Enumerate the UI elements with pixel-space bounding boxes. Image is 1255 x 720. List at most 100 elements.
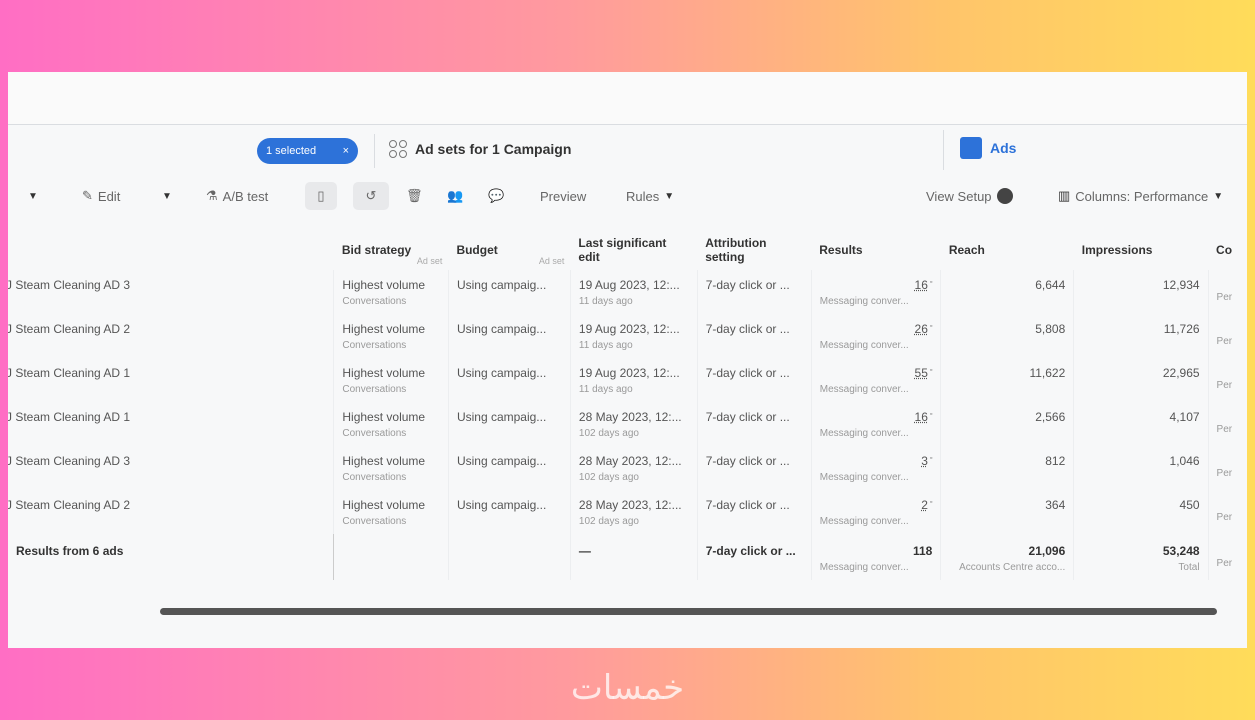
caret-down-icon: ▼ bbox=[162, 190, 172, 202]
ab-test-button[interactable]: ⚗ A/B test bbox=[200, 182, 274, 210]
total-results: 118 Messaging conver... bbox=[810, 534, 941, 580]
impressions-cell: 450 bbox=[1073, 490, 1209, 534]
bid-strategy-cell: Highest volume Conversations bbox=[333, 490, 449, 534]
divider bbox=[943, 130, 944, 170]
view-setup-toggle[interactable]: View Setup bbox=[920, 182, 1019, 210]
ad-name-link[interactable]: JJ Steam Cleaning AD 3 bbox=[8, 454, 131, 468]
edit-button[interactable]: ✎ Edit bbox=[76, 182, 126, 210]
header-impressions[interactable]: Impressions bbox=[1081, 243, 1153, 257]
budget-cell: Using campaig... bbox=[447, 358, 571, 402]
trash-icon: 🗑 bbox=[406, 188, 423, 203]
close-icon[interactable]: × bbox=[342, 145, 349, 157]
ads-table: Bid strategy Ad set Budget Ad set Last sig… bbox=[8, 230, 1247, 580]
last-edit-cell: 28 May 2023, 12:... 102 days ago bbox=[569, 402, 698, 446]
empty-cell bbox=[447, 534, 571, 580]
delete-button[interactable]: 🗑 bbox=[400, 182, 429, 210]
results-cell: 16 ▫ Messaging conver... bbox=[810, 270, 941, 314]
ad-name-link[interactable]: JJ Steam Cleaning AD 2 bbox=[8, 498, 131, 512]
table-row[interactable]: JJ Steam Cleaning AD 2 Highest volume Conv… bbox=[8, 314, 1247, 358]
horizontal-scrollbar[interactable] bbox=[160, 608, 1217, 615]
header-reach[interactable]: Reach bbox=[948, 243, 985, 257]
impressions-cell: 11,726 bbox=[1073, 314, 1209, 358]
budget-cell: Using campaig... bbox=[447, 270, 571, 314]
columns-icon: ▥ bbox=[1058, 188, 1071, 203]
last-edit-cell: 19 Aug 2023, 12:... 11 days ago bbox=[569, 270, 698, 314]
comment-icon: 💬 bbox=[488, 188, 505, 203]
header-co[interactable]: Co bbox=[1216, 243, 1233, 257]
header-name[interactable] bbox=[8, 230, 334, 270]
results-cell: 55 ▫ Messaging conver... bbox=[810, 358, 941, 402]
attribution-cell: 7-day click or ... bbox=[696, 446, 812, 490]
pencil-icon: ✎ bbox=[82, 188, 93, 203]
table-row[interactable]: JJ Steam Cleaning AD 3 Highest volume Conv… bbox=[8, 446, 1247, 490]
top-bar bbox=[8, 72, 1247, 125]
duplicate-button[interactable]: ▯ bbox=[305, 182, 337, 210]
duplicate-icon: ▯ bbox=[317, 188, 325, 203]
table-row[interactable]: JJ Steam Cleaning AD 3 Highest volume Conv… bbox=[8, 270, 1247, 314]
last-edit-cell: 28 May 2023, 12:... 102 days ago bbox=[569, 490, 698, 534]
header-attribution[interactable]: Attribution setting bbox=[705, 236, 767, 264]
table-row[interactable]: JJ Steam Cleaning AD 1 Highest volume Conv… bbox=[8, 402, 1247, 446]
bid-strategy-cell: Highest volume Conversations bbox=[333, 402, 449, 446]
tab-ad-sets[interactable]: Ad sets for 1 Campaign bbox=[389, 140, 571, 158]
attribution-cell: 7-day click or ... bbox=[696, 270, 812, 314]
audience-button[interactable]: 👥 bbox=[441, 182, 469, 210]
impressions-cell: 4,107 bbox=[1073, 402, 1209, 446]
attribution-cell: 7-day click or ... bbox=[696, 314, 812, 358]
header-budget[interactable]: Budget Ad set bbox=[456, 243, 565, 266]
comment-button[interactable]: 💬 bbox=[482, 182, 510, 210]
reach-cell: 6,644 bbox=[940, 270, 1074, 314]
edit-dropdown[interactable]: ▼ bbox=[156, 182, 178, 210]
co-cell: Per bbox=[1207, 314, 1247, 358]
selected-label: 1 selected bbox=[266, 145, 317, 157]
ad-name-link[interactable]: JJ Steam Cleaning AD 1 bbox=[8, 366, 131, 380]
ad-name-link[interactable]: JJ Steam Cleaning AD 3 bbox=[8, 278, 131, 292]
view-setup-label: View Setup bbox=[926, 188, 992, 204]
rules-button[interactable]: Rules ▼ bbox=[620, 182, 680, 210]
header-last-edit[interactable]: Last significant edit bbox=[578, 236, 667, 264]
preview-button[interactable]: Preview bbox=[534, 182, 592, 210]
dropdown-button[interactable]: ▼ bbox=[22, 182, 44, 210]
total-edit: — bbox=[569, 534, 698, 580]
ads-manager-panel: 1 selected × Ad sets for 1 Campaign Ads ▼… bbox=[8, 72, 1247, 648]
attribution-cell: 7-day click or ... bbox=[696, 402, 812, 446]
header-bid-strategy[interactable]: Bid strategy Ad set bbox=[341, 243, 443, 266]
toggle-knob[interactable] bbox=[996, 188, 1013, 204]
results-cell: 16 ▫ Messaging conver... bbox=[810, 402, 941, 446]
edit-label: Edit bbox=[97, 188, 121, 204]
reach-cell: 11,622 bbox=[940, 358, 1074, 402]
last-edit-cell: 19 Aug 2023, 12:... 11 days ago bbox=[569, 314, 698, 358]
bid-strategy-cell: Highest volume Conversations bbox=[333, 446, 449, 490]
tab-label: Ad sets for 1 Campaign bbox=[415, 141, 572, 157]
co-cell: Per bbox=[1207, 402, 1247, 446]
co-cell: Per bbox=[1207, 358, 1247, 402]
last-edit-cell: 28 May 2023, 12:... 102 days ago bbox=[569, 446, 698, 490]
attribution-cell: 7-day click or ... bbox=[696, 490, 812, 534]
columns-dropdown[interactable]: ▥ Columns: Performance ▼ bbox=[1052, 182, 1229, 210]
total-attribution: 7-day click or ... bbox=[696, 534, 812, 580]
impressions-cell: 12,934 bbox=[1073, 270, 1209, 314]
co-cell: Per bbox=[1207, 490, 1247, 534]
co-cell: Per bbox=[1207, 446, 1247, 490]
bid-strategy-cell: Highest volume Conversations bbox=[333, 270, 449, 314]
table-row[interactable]: JJ Steam Cleaning AD 1 Highest volume Conv… bbox=[8, 358, 1247, 402]
co-cell: Per bbox=[1207, 270, 1247, 314]
ad-name-link[interactable]: JJ Steam Cleaning AD 2 bbox=[8, 322, 131, 336]
tab-ads[interactable]: Ads bbox=[960, 137, 1016, 159]
header-results[interactable]: Results bbox=[819, 243, 863, 257]
caret-down-icon: ▼ bbox=[1213, 190, 1224, 202]
totals-row: Results from 6 ads — 7-day click or ... … bbox=[8, 534, 1247, 580]
caret-down-icon: ▼ bbox=[664, 190, 675, 202]
bid-strategy-cell: Highest volume Conversations bbox=[333, 314, 449, 358]
last-edit-cell: 19 Aug 2023, 12:... 11 days ago bbox=[569, 358, 698, 402]
rules-label: Rules bbox=[626, 188, 660, 204]
reach-cell: 364 bbox=[940, 490, 1074, 534]
columns-label: Columns: Performance bbox=[1075, 188, 1209, 204]
selected-filter-chip[interactable]: 1 selected × bbox=[257, 138, 358, 164]
undo-button[interactable]: ↺ bbox=[353, 182, 389, 210]
reach-cell: 5,808 bbox=[940, 314, 1074, 358]
attribution-cell: 7-day click or ... bbox=[696, 358, 812, 402]
budget-cell: Using campaig... bbox=[447, 314, 571, 358]
table-row[interactable]: JJ Steam Cleaning AD 2 Highest volume Conv… bbox=[8, 490, 1247, 534]
ad-name-link[interactable]: JJ Steam Cleaning AD 1 bbox=[8, 410, 131, 424]
